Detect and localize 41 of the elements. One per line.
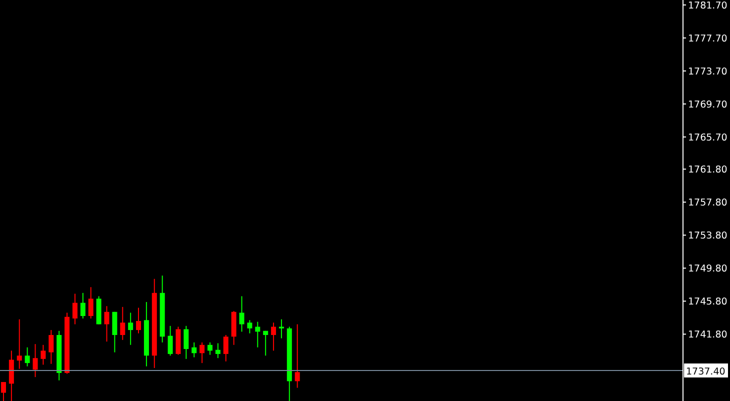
candlestick — [72, 293, 78, 325]
candlestick — [104, 306, 110, 342]
candlestick — [192, 342, 197, 358]
y-tick-label: 1753.80 — [688, 230, 728, 242]
y-tick-label: 1741.80 — [688, 330, 728, 341]
candlestick — [247, 320, 252, 334]
y-tick-label: 1757.80 — [688, 198, 728, 209]
candlestick — [88, 286, 94, 319]
candlestick — [200, 342, 205, 364]
candlestick — [168, 325, 173, 356]
y-tick-label: 1769.70 — [688, 99, 728, 110]
candlestick — [80, 292, 86, 319]
candlestick — [263, 330, 268, 356]
candlestick — [184, 325, 189, 360]
candlestick — [223, 334, 228, 362]
candlestick — [271, 322, 276, 352]
candlestick — [32, 344, 38, 378]
y-tick-label: 1745.80 — [688, 296, 728, 308]
candlestick — [278, 318, 284, 339]
candlestick — [16, 318, 22, 370]
candlestick — [24, 346, 30, 367]
candlestick — [215, 342, 220, 359]
y-tick-label: 1773.70 — [688, 66, 728, 78]
candlestick — [294, 324, 300, 388]
candlestick — [120, 306, 126, 340]
candlestick — [48, 330, 54, 364]
y-tick-label: 1777.70 — [688, 33, 728, 44]
candlestick — [112, 311, 118, 353]
y-tick-label: 1765.70 — [688, 132, 728, 144]
candlestick — [40, 344, 46, 366]
candlestick — [128, 312, 134, 346]
ref-line-label: 1737.40 — [686, 366, 726, 378]
candlestick — [255, 321, 260, 348]
candlestick — [1, 382, 6, 401]
candlestick — [239, 296, 244, 332]
y-tick-label: 1761.80 — [688, 164, 728, 176]
candlestick — [136, 307, 142, 334]
candlestick — [8, 350, 14, 401]
candlestick — [207, 342, 212, 356]
y-tick-label: 1749.80 — [688, 264, 728, 275]
y-tick-label: 1781.70 — [688, 0, 728, 12]
